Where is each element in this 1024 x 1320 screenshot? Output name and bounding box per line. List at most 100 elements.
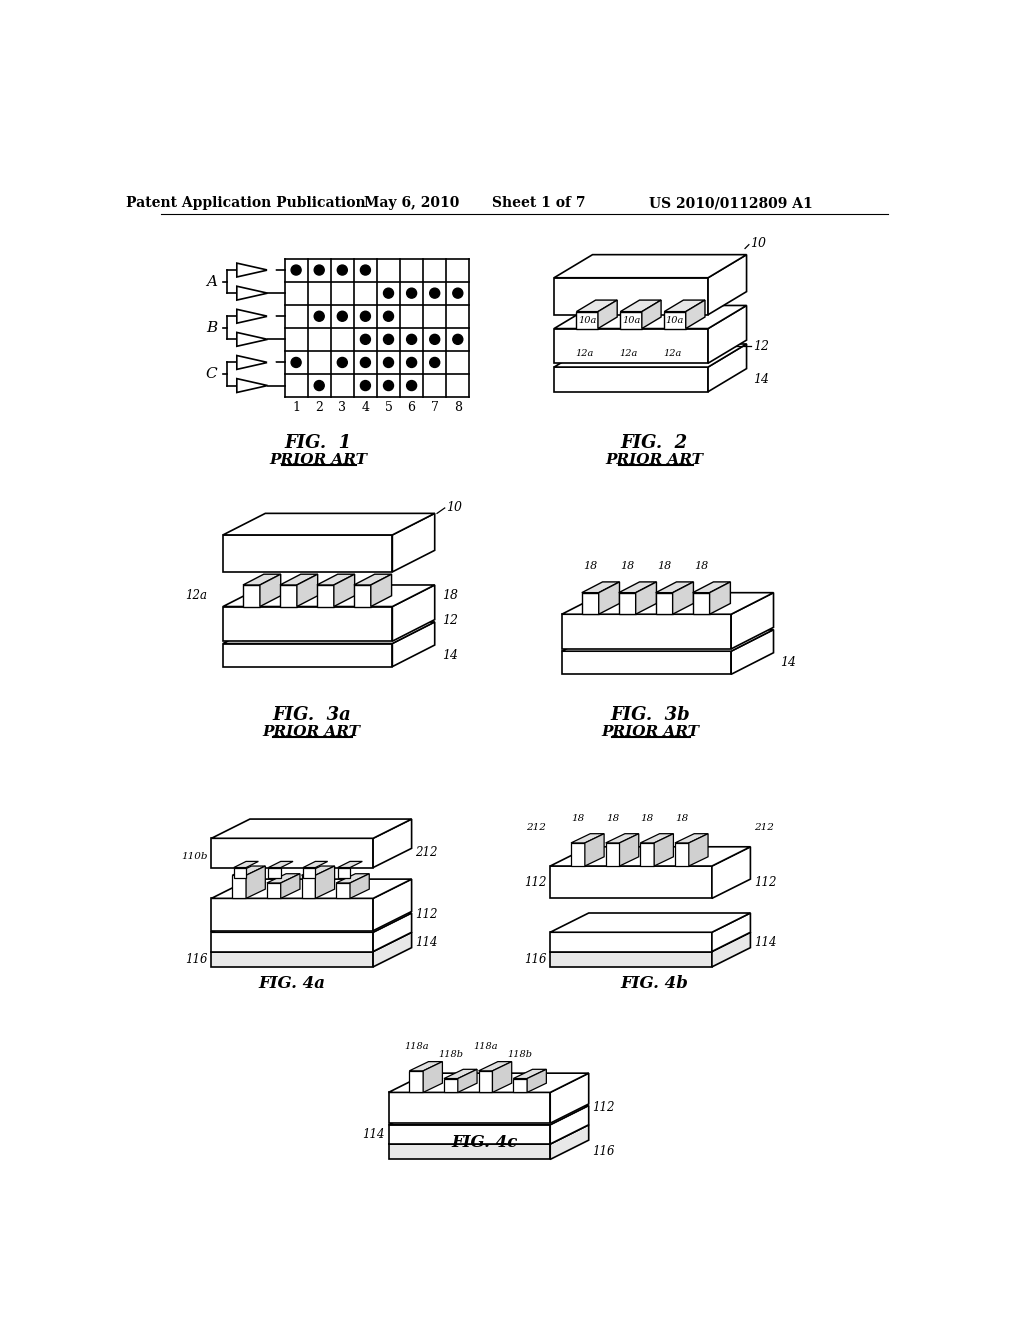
Polygon shape [338, 862, 362, 867]
Text: 110a: 110a [227, 842, 254, 850]
Circle shape [407, 380, 417, 391]
Text: 12a: 12a [620, 350, 638, 359]
Polygon shape [223, 644, 392, 667]
Polygon shape [620, 834, 639, 866]
Polygon shape [605, 843, 620, 866]
Polygon shape [550, 847, 751, 866]
Circle shape [268, 359, 274, 366]
Polygon shape [211, 838, 373, 867]
Polygon shape [243, 574, 281, 585]
Text: 14: 14 [779, 656, 796, 669]
Polygon shape [554, 367, 708, 392]
Text: 110: 110 [301, 847, 322, 857]
Polygon shape [550, 932, 751, 952]
Polygon shape [655, 593, 673, 614]
Text: 114: 114 [755, 936, 777, 949]
Polygon shape [315, 866, 335, 899]
Polygon shape [554, 255, 746, 277]
Polygon shape [513, 1078, 527, 1093]
Polygon shape [237, 379, 267, 392]
Circle shape [407, 288, 417, 298]
Polygon shape [301, 875, 315, 899]
Polygon shape [712, 913, 751, 952]
Polygon shape [354, 585, 371, 607]
Text: 18: 18 [694, 561, 709, 572]
Polygon shape [223, 513, 435, 535]
Polygon shape [444, 1078, 458, 1093]
Polygon shape [211, 952, 373, 966]
Text: 112: 112 [755, 875, 777, 888]
Text: 8: 8 [454, 401, 462, 414]
Polygon shape [223, 585, 435, 607]
Text: 110b: 110b [181, 851, 208, 861]
Polygon shape [621, 312, 642, 329]
Polygon shape [211, 913, 412, 932]
Circle shape [360, 380, 371, 391]
Text: 112b: 112b [243, 843, 269, 853]
Polygon shape [338, 867, 350, 878]
Text: 1: 1 [292, 401, 300, 414]
Polygon shape [665, 312, 686, 329]
Polygon shape [458, 1069, 477, 1093]
Polygon shape [423, 1061, 442, 1093]
Polygon shape [232, 866, 265, 875]
Polygon shape [388, 1144, 550, 1159]
Text: 4: 4 [361, 401, 370, 414]
Polygon shape [562, 593, 773, 614]
Text: 116: 116 [185, 953, 208, 966]
Text: 3: 3 [338, 401, 346, 414]
Polygon shape [655, 582, 693, 593]
Text: B: B [206, 321, 217, 335]
Polygon shape [550, 1106, 589, 1144]
Text: 118a: 118a [473, 1041, 498, 1051]
Text: PRIOR ART: PRIOR ART [269, 453, 368, 467]
Polygon shape [350, 874, 370, 899]
Polygon shape [550, 866, 712, 899]
Polygon shape [392, 585, 435, 642]
Polygon shape [281, 874, 300, 899]
Polygon shape [692, 593, 710, 614]
Circle shape [384, 334, 393, 345]
Polygon shape [640, 834, 674, 843]
Polygon shape [237, 355, 267, 370]
Circle shape [360, 265, 371, 275]
Text: 112: 112 [416, 908, 438, 921]
Polygon shape [410, 1071, 423, 1093]
Polygon shape [303, 867, 315, 878]
Polygon shape [211, 818, 412, 838]
Text: 18: 18 [621, 561, 634, 572]
Circle shape [268, 313, 274, 319]
Circle shape [314, 380, 325, 391]
Polygon shape [577, 300, 617, 312]
Polygon shape [478, 1071, 493, 1093]
Circle shape [337, 312, 347, 321]
Polygon shape [582, 593, 599, 614]
Circle shape [360, 358, 371, 367]
Polygon shape [550, 913, 751, 932]
Polygon shape [232, 875, 246, 899]
Polygon shape [280, 585, 297, 607]
Circle shape [384, 288, 393, 298]
Polygon shape [618, 582, 656, 593]
Text: FIG.  3b: FIG. 3b [610, 706, 690, 725]
Polygon shape [599, 582, 620, 614]
Text: PRIOR ART: PRIOR ART [601, 725, 699, 739]
Polygon shape [267, 874, 300, 883]
Polygon shape [675, 834, 708, 843]
Polygon shape [260, 574, 281, 607]
Polygon shape [243, 585, 260, 607]
Polygon shape [354, 574, 391, 585]
Text: 116: 116 [524, 953, 547, 966]
Text: C: C [206, 367, 217, 381]
Text: 114: 114 [362, 1129, 385, 1142]
Polygon shape [233, 867, 246, 878]
Polygon shape [550, 1125, 589, 1159]
Polygon shape [373, 932, 412, 966]
Polygon shape [334, 574, 354, 607]
Polygon shape [513, 1069, 547, 1078]
Polygon shape [297, 574, 317, 607]
Polygon shape [571, 843, 585, 866]
Circle shape [407, 334, 417, 345]
Polygon shape [268, 867, 281, 878]
Polygon shape [673, 582, 693, 614]
